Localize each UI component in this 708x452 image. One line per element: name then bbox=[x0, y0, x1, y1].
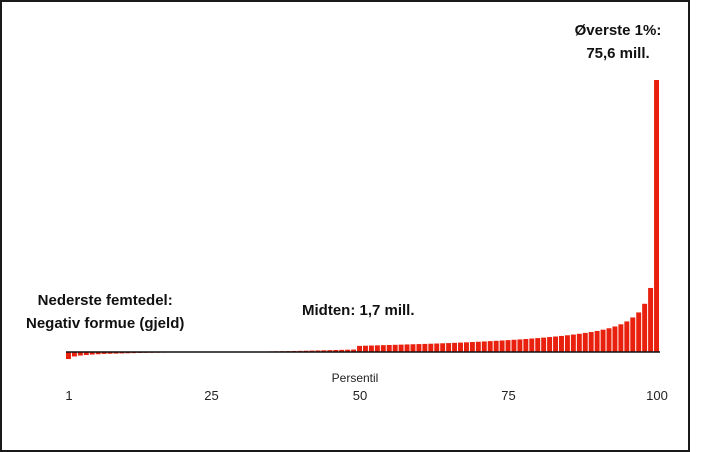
bar-percentile-45 bbox=[327, 350, 333, 352]
bar-percentile-59 bbox=[410, 344, 416, 352]
bar-percentile-9 bbox=[113, 352, 119, 354]
bar-percentile-71 bbox=[481, 341, 487, 352]
bar-percentile-5 bbox=[89, 352, 95, 355]
bar-percentile-2 bbox=[71, 352, 77, 357]
bar-percentile-73 bbox=[493, 340, 499, 352]
bar-percentile-57 bbox=[398, 344, 404, 352]
chart-frame: 1 25 50 75 100 Persentil Nederste femtedel: … bbox=[0, 0, 690, 452]
bar-percentile-87 bbox=[576, 333, 582, 352]
bar-percentile-66 bbox=[452, 342, 458, 352]
bar-percentile-44 bbox=[321, 350, 327, 352]
bar-percentile-55 bbox=[386, 344, 392, 352]
bar-percentile-92 bbox=[606, 328, 612, 352]
bar-percentile-89 bbox=[588, 332, 594, 352]
bottom-fifth-annotation-line1: Nederste femtedel: bbox=[37, 292, 173, 309]
bar-percentile-88 bbox=[582, 332, 588, 352]
x-tick-label-1: 1 bbox=[65, 388, 72, 403]
bar-percentile-91 bbox=[600, 329, 606, 352]
bar-percentile-79 bbox=[529, 338, 535, 352]
bar-percentile-99 bbox=[648, 287, 654, 352]
bar-percentile-47 bbox=[339, 349, 345, 352]
bar-percentile-62 bbox=[428, 343, 434, 352]
bar-percentile-77 bbox=[517, 339, 523, 352]
bar-percentile-68 bbox=[463, 342, 469, 352]
bar-percentile-1 bbox=[66, 352, 71, 360]
bar-percentile-81 bbox=[541, 337, 547, 352]
bar-percentile-46 bbox=[333, 349, 339, 352]
percentile-wealth-chart: 1 25 50 75 100 Persentil bbox=[65, 80, 668, 403]
bar-percentile-4 bbox=[83, 352, 89, 356]
bar-percentile-74 bbox=[499, 340, 505, 352]
bar-percentile-52 bbox=[368, 345, 374, 352]
bar-percentile-100 bbox=[654, 80, 659, 352]
bar-percentile-72 bbox=[487, 341, 493, 352]
median-annotation: Midten: 1,7 mill. bbox=[302, 302, 415, 319]
bar-percentile-95 bbox=[624, 321, 630, 352]
bar-percentile-84 bbox=[559, 335, 564, 352]
top-percent-annotation-line2: 75,6 mill. bbox=[586, 45, 650, 62]
bar-percentile-94 bbox=[618, 324, 624, 352]
bar-percentile-3 bbox=[77, 352, 83, 356]
bar-percentile-90 bbox=[594, 330, 600, 352]
bar-percentile-60 bbox=[416, 344, 422, 352]
bar-percentile-93 bbox=[612, 326, 618, 352]
bar-percentile-82 bbox=[547, 337, 553, 352]
bar-percentile-8 bbox=[107, 352, 113, 354]
bar-percentile-48 bbox=[345, 349, 351, 352]
bar-percentile-69 bbox=[469, 342, 475, 352]
bar-percentile-97 bbox=[636, 312, 642, 352]
bar-percentile-61 bbox=[422, 343, 428, 352]
bar-percentile-65 bbox=[446, 343, 452, 352]
bar-percentile-49 bbox=[351, 349, 357, 352]
bar-percentile-7 bbox=[101, 352, 107, 354]
bar-percentile-53 bbox=[374, 345, 380, 352]
bottom-fifth-annotation-line2: Negativ formue (gjeld) bbox=[26, 315, 185, 332]
bar-percentile-78 bbox=[523, 338, 529, 352]
bar-percentile-67 bbox=[458, 342, 463, 352]
bar-percentile-86 bbox=[570, 334, 576, 352]
bar-percentile-76 bbox=[511, 339, 517, 352]
bar-percentile-54 bbox=[380, 345, 386, 352]
x-tick-label-25: 25 bbox=[204, 388, 218, 403]
bar-percentile-56 bbox=[392, 344, 398, 352]
bar-percentile-75 bbox=[505, 340, 511, 352]
x-tick-label-100: 100 bbox=[646, 388, 668, 403]
bar-percentile-43 bbox=[315, 350, 321, 352]
bar-percentile-51 bbox=[363, 345, 368, 352]
bar-percentile-58 bbox=[404, 344, 410, 352]
bar-percentile-80 bbox=[535, 338, 541, 352]
bar-percentile-83 bbox=[553, 336, 559, 352]
bar-percentile-96 bbox=[630, 317, 636, 352]
top-percent-annotation: Øverste 1%: 75,6 mill. bbox=[562, 19, 674, 65]
top-percent-annotation-line1: Øverste 1%: bbox=[574, 22, 662, 39]
x-axis-label: Persentil bbox=[332, 371, 379, 385]
bar-percentile-63 bbox=[434, 343, 440, 352]
bar-percentile-6 bbox=[95, 352, 101, 355]
bar-percentile-64 bbox=[440, 343, 446, 352]
bar-percentile-85 bbox=[564, 335, 570, 352]
bottom-fifth-annotation: Nederste femtedel: Negativ formue (gjeld… bbox=[26, 289, 184, 335]
x-tick-label-50: 50 bbox=[353, 388, 367, 403]
bar-percentile-50 bbox=[357, 345, 362, 352]
x-tick-labels: 1 25 50 75 100 bbox=[65, 388, 668, 403]
bar-percentile-70 bbox=[475, 341, 481, 352]
x-tick-label-75: 75 bbox=[501, 388, 515, 403]
bar-percentile-98 bbox=[642, 303, 648, 352]
